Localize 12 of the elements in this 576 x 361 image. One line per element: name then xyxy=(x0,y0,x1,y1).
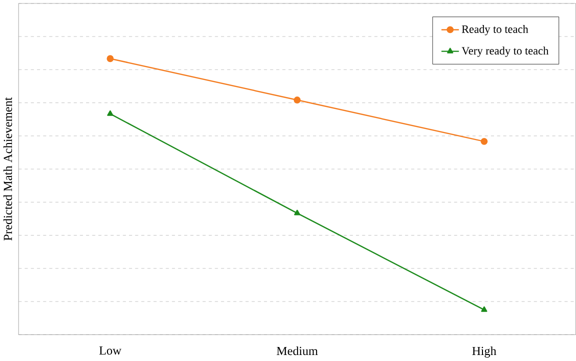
point xyxy=(107,110,114,116)
point xyxy=(480,138,488,145)
point xyxy=(294,210,300,216)
x-tick-label: Medium xyxy=(276,346,318,356)
legend-label: Very ready to teach xyxy=(462,46,549,57)
point xyxy=(106,55,114,62)
legend-label: Ready to teach xyxy=(462,25,528,36)
point xyxy=(481,306,488,312)
x-tick-label: High xyxy=(472,346,496,358)
x-tick-label: Low xyxy=(99,346,122,355)
y-axis-title: Predicted Math Achievement xyxy=(3,97,12,241)
point xyxy=(294,96,301,104)
